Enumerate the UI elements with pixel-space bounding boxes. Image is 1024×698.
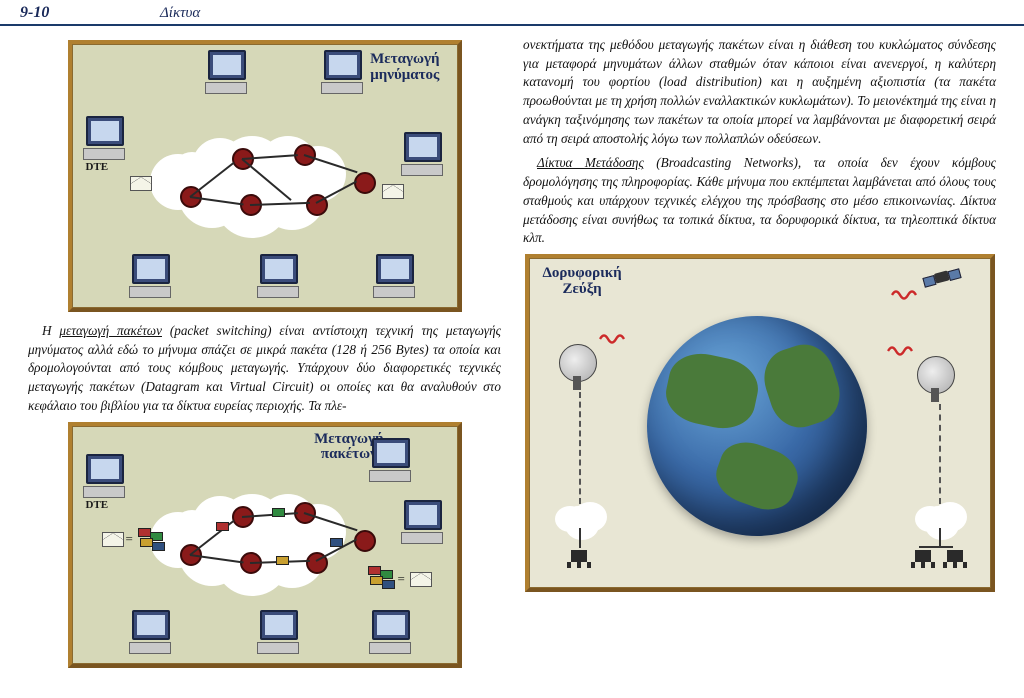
ground-station-icon <box>943 550 967 568</box>
equals-sign: = <box>126 530 133 548</box>
computer-icon <box>260 610 299 654</box>
switch-node <box>354 530 376 552</box>
small-cloud-icon <box>567 506 589 524</box>
right-paragraph-2: Δίκτυα Μετάδοσης (Broadcasting Networks)… <box>523 154 996 248</box>
envelope-icon <box>382 184 404 199</box>
text-segment: Η <box>42 323 59 338</box>
computer-icon <box>132 610 171 654</box>
dte-label: DTE <box>86 160 109 176</box>
fig-msg-title-l2: μηνύματος <box>370 67 439 83</box>
link-line <box>579 392 581 504</box>
underlined-term: Δίκτυα Μετάδοσης <box>537 155 644 170</box>
link-line <box>939 404 941 504</box>
page-chapter-title: Δίκτυα <box>160 5 200 22</box>
link-line <box>579 528 581 548</box>
computer-icon <box>372 438 411 482</box>
fig-sat-title-l2: Ζεύξη <box>563 281 602 297</box>
signal-icon <box>891 288 921 302</box>
link-line <box>315 181 357 204</box>
computer-icon <box>324 50 363 94</box>
page-content: Μεταγωγή μηνύματος DTE <box>0 26 1024 678</box>
dte-label: DTE <box>86 498 109 514</box>
switch-node <box>354 172 376 194</box>
signal-icon <box>887 344 917 358</box>
ground-station-icon <box>911 550 935 568</box>
envelope-icon <box>130 176 152 191</box>
right-column: ονεκτήματα της μεθόδου μεταγωγής πακέτων… <box>523 36 996 678</box>
fig-sat-title-l1: Δορυφορική <box>543 265 622 281</box>
computer-icon <box>86 116 125 160</box>
packet-icon <box>382 580 395 589</box>
left-paragraph: Η μεταγωγή πακέτων (packet switching) εί… <box>28 322 501 416</box>
packet-icon <box>152 542 165 551</box>
computer-icon <box>260 254 299 298</box>
computer-icon <box>376 254 415 298</box>
computer-icon <box>208 50 247 94</box>
signal-icon <box>599 332 629 346</box>
figure-satellite-link: Δορυφορική Ζεύξη <box>525 254 995 592</box>
packet-icon <box>216 522 229 531</box>
dish-icon <box>917 356 961 400</box>
packet-icon <box>272 508 285 517</box>
underlined-term: μεταγωγή πακέτων <box>59 323 162 338</box>
figure-packet-switching: Μεταγωγή πακέτων DTE <box>68 422 462 668</box>
fig-msg-title-l1: Μεταγωγή <box>370 51 439 67</box>
fig-pkt-title-l2: πακέτων <box>321 446 377 462</box>
envelope-icon <box>410 572 432 587</box>
left-column: Μεταγωγή μηνύματος DTE <box>28 36 501 678</box>
packet-icon <box>330 538 343 547</box>
envelope-icon <box>102 532 124 547</box>
satellite-icon <box>925 268 957 287</box>
ground-station-icon <box>567 550 591 568</box>
page-header: 9-10 Δίκτυα <box>0 0 1024 26</box>
computer-icon <box>404 132 443 176</box>
computer-icon <box>372 610 411 654</box>
equals-sign: = <box>398 570 405 588</box>
computer-icon <box>132 254 171 298</box>
small-cloud-icon <box>927 506 949 524</box>
computer-icon <box>86 454 125 498</box>
packet-icon <box>276 556 289 565</box>
page-number: 9-10 <box>20 4 160 22</box>
link-line <box>919 546 953 548</box>
right-paragraph-1: ονεκτήματα της μεθόδου μεταγωγής πακέτων… <box>523 36 996 148</box>
globe-icon <box>647 316 867 536</box>
computer-icon <box>404 500 443 544</box>
dish-icon <box>559 344 603 388</box>
figure-message-switching: Μεταγωγή μηνύματος DTE <box>68 40 462 312</box>
link-line <box>939 528 941 548</box>
